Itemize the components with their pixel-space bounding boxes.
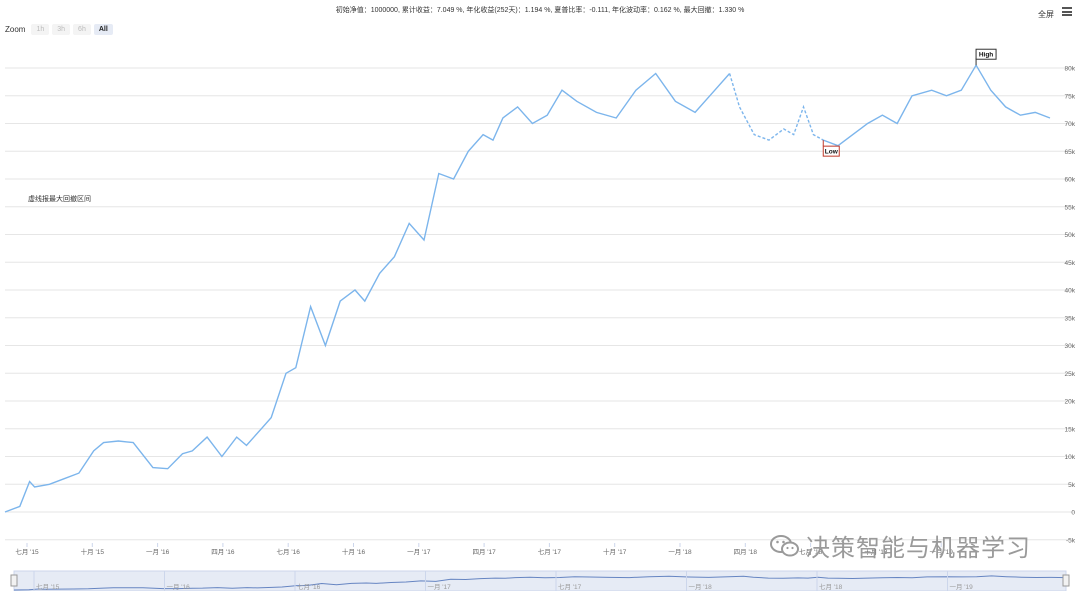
x-tick-label: 四月 '17 — [472, 548, 496, 556]
series-line-1 — [728, 73, 824, 141]
navigator-tick-label: 一月 '17 — [428, 583, 452, 591]
x-tick-label: 七月 '15 — [15, 547, 39, 556]
grid-lines — [5, 67, 1075, 541]
y-tick-label: 25k — [1065, 371, 1076, 378]
x-tick-label: 四月 '16 — [211, 548, 235, 556]
flag-label-high: High — [979, 52, 993, 59]
y-tick-label: 45k — [1065, 260, 1076, 267]
wechat-icon — [770, 534, 799, 556]
navigator-tick-label: 七月 '17 — [558, 582, 582, 591]
x-tick-label: 十月 '17 — [603, 547, 627, 556]
extreme-flags: High Low — [822, 48, 997, 157]
y-tick-label: 35k — [1065, 315, 1076, 322]
y-tick-label: 15k — [1065, 426, 1076, 433]
x-tick-label: 七月 '16 — [277, 547, 301, 556]
y-tick-label: 20k — [1065, 399, 1076, 406]
x-axis-ticks: 七月 '15 十月 '15 一月 '16 四月 '16 七月 '16 十月 '16 一月 '… — [15, 543, 953, 556]
y-tick-label: 75k — [1065, 93, 1076, 100]
hamburger-menu-icon[interactable] — [1062, 7, 1072, 16]
zoom-button-1h[interactable]: 1h — [31, 24, 50, 35]
y-tick-label: 40k — [1065, 288, 1076, 295]
y-tick-label: 0 — [1071, 510, 1075, 517]
navigator-tick-label: 七月 '16 — [297, 582, 321, 591]
zoom-bar: Zoom 1h 3h 6h All — [5, 24, 116, 35]
navigator-tick-label: 七月 '18 — [819, 582, 843, 591]
x-tick-label: 一月 '17 — [407, 548, 431, 556]
y-tick-label: 80k — [1065, 66, 1076, 73]
navigator[interactable]: 七月 '15 一月 '16 七月 '16 一月 '17 七月 '17 一月 '18 七月 '… — [10, 570, 1070, 591]
zoom-label: Zoom — [5, 25, 26, 34]
y-tick-label: 70k — [1065, 121, 1076, 128]
navigator-ticks: 七月 '15 一月 '16 七月 '16 一月 '17 七月 '17 一月 '18 七月 '… — [33, 571, 974, 591]
navigator-tick-label: 一月 '19 — [950, 583, 974, 591]
drawdown-annotation: 虚线报最大回撤区间 — [28, 196, 91, 203]
x-tick-label: 一月 '16 — [146, 548, 170, 556]
series-line-2 — [823, 63, 1051, 147]
zoom-button-all[interactable]: All — [93, 24, 113, 35]
navigator-left-handle[interactable] — [10, 574, 18, 587]
fullscreen-label[interactable]: 全屏 — [1038, 10, 1054, 19]
navigator-right-handle[interactable] — [1062, 574, 1070, 587]
navigator-tick-label: 一月 '18 — [689, 583, 713, 591]
x-tick-label: 七月 '18 — [799, 547, 823, 556]
x-tick-label: 一月 '18 — [668, 548, 692, 556]
y-axis-ticks: -5k 0 5k 10k 15k 20k 25k 30k 35k 40k 45k 50k 55k 60k 6… — [1065, 66, 1076, 545]
x-tick-label: 一月 '19 — [930, 548, 954, 556]
equity-series — [4, 63, 1051, 513]
zoom-button-6h[interactable]: 6h — [73, 24, 91, 35]
watermark: 决策智能与机器学习 — [770, 528, 1031, 563]
x-tick-label: 十月 '18 — [864, 547, 888, 556]
x-tick-label: 十月 '15 — [81, 547, 105, 556]
zoom-button-3h[interactable]: 3h — [52, 24, 71, 35]
y-tick-label: 55k — [1065, 204, 1076, 211]
x-tick-label: 七月 '17 — [538, 547, 562, 556]
y-tick-label: 50k — [1065, 232, 1076, 239]
y-tick-label: 30k — [1065, 343, 1076, 350]
y-tick-label: -5k — [1066, 537, 1076, 544]
y-tick-label: 60k — [1065, 177, 1076, 184]
x-tick-label: 十月 '16 — [342, 547, 366, 556]
y-tick-label: 10k — [1065, 454, 1076, 461]
flag-box-high[interactable] — [975, 48, 997, 60]
stats-summary: 初始净值：1000000, 累计收益：7.049 %, 年化收益(252天)：1… — [335, 7, 745, 14]
flag-label-low: Low — [825, 149, 839, 156]
series-line-0 — [4, 72, 731, 513]
navigator-line — [13, 575, 1067, 591]
x-tick-label: 四月 '18 — [734, 548, 758, 556]
watermark-text: 决策智能与机器学习 — [806, 535, 1031, 562]
y-tick-label: 5k — [1068, 482, 1076, 489]
y-tick-label: 65k — [1065, 149, 1076, 156]
navigator-tick-label: 一月 '16 — [167, 583, 191, 591]
navigator-tick-label: 七月 '15 — [36, 582, 60, 591]
navigator-series — [13, 575, 1067, 591]
flag-box-low[interactable] — [822, 145, 840, 157]
